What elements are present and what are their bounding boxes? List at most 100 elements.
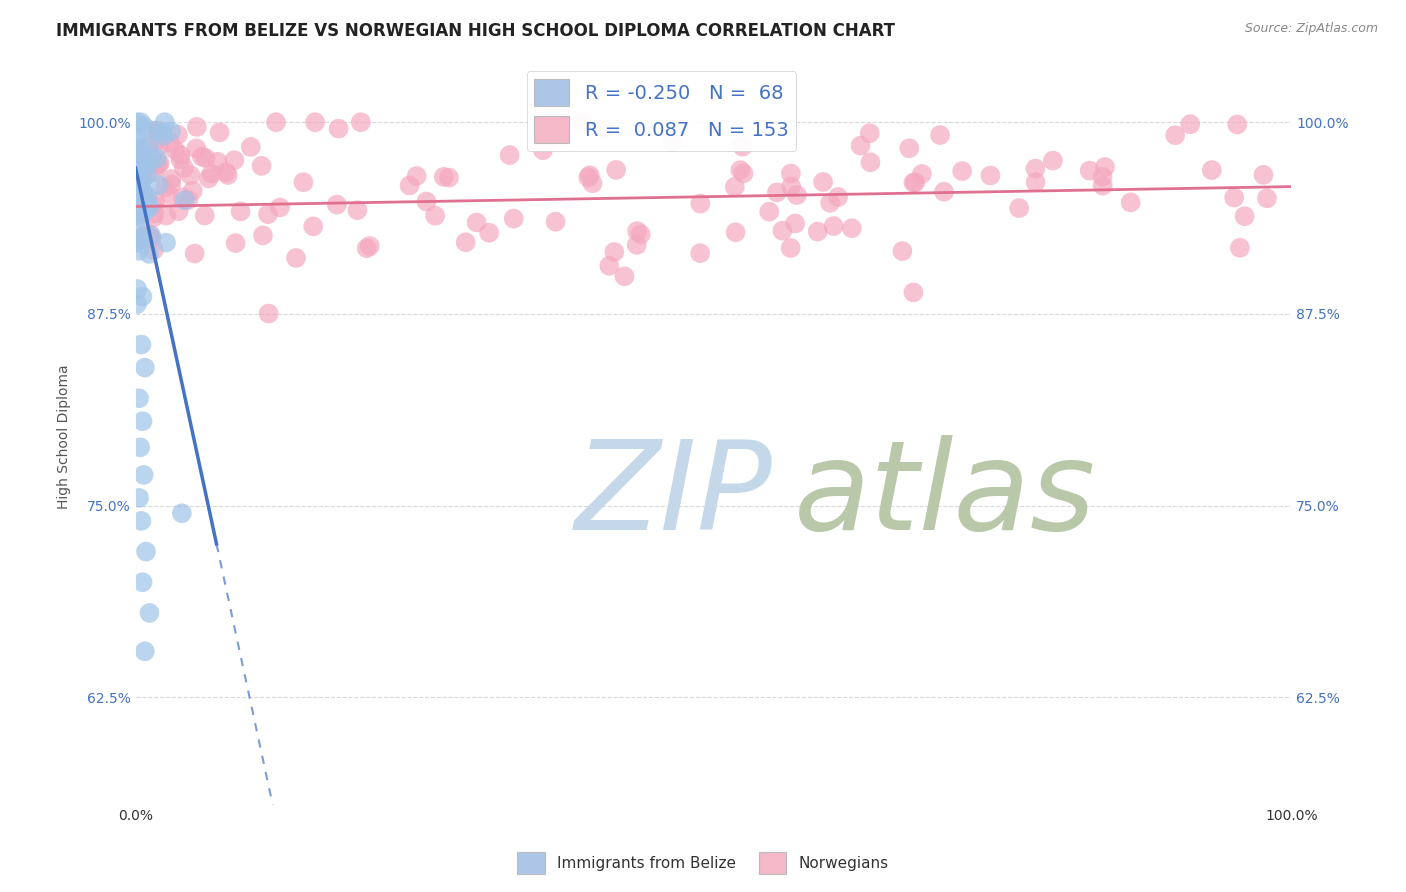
Point xyxy=(191,150,214,164)
Point xyxy=(148,157,170,171)
Point xyxy=(827,190,849,204)
Point xyxy=(598,259,620,273)
Point xyxy=(131,194,153,209)
Point xyxy=(177,193,200,207)
Point xyxy=(613,269,636,284)
Point xyxy=(911,167,934,181)
Point xyxy=(124,221,146,235)
Point xyxy=(1180,117,1202,131)
Point xyxy=(125,297,148,311)
Point xyxy=(415,194,437,209)
Point xyxy=(841,221,863,235)
Point xyxy=(197,171,219,186)
Point xyxy=(1253,168,1275,182)
Point xyxy=(149,138,172,153)
Point xyxy=(167,128,190,142)
Point xyxy=(173,193,195,207)
Point xyxy=(141,228,163,243)
Point xyxy=(138,200,160,214)
Point xyxy=(163,143,186,157)
Point xyxy=(134,196,156,211)
Point xyxy=(581,176,603,190)
Point xyxy=(128,177,150,191)
Point xyxy=(146,124,169,138)
Point xyxy=(160,178,183,192)
Point xyxy=(141,232,163,246)
Point xyxy=(731,139,754,153)
Point xyxy=(135,168,157,182)
Point xyxy=(891,244,914,258)
Point xyxy=(350,115,373,129)
Point xyxy=(128,145,150,159)
Point xyxy=(134,202,156,216)
Point xyxy=(785,217,807,231)
Point xyxy=(131,207,153,221)
Point xyxy=(131,141,153,155)
Point xyxy=(689,196,711,211)
Point xyxy=(132,192,155,206)
Point xyxy=(125,235,148,250)
Point xyxy=(425,209,447,223)
Point xyxy=(129,178,152,192)
Point xyxy=(405,169,427,183)
Point xyxy=(132,161,155,175)
Point xyxy=(1119,195,1142,210)
Point xyxy=(257,207,280,221)
Point xyxy=(605,162,627,177)
Point xyxy=(131,575,153,590)
Point xyxy=(186,120,208,134)
Point xyxy=(603,244,626,259)
Point xyxy=(859,155,882,169)
Point xyxy=(859,126,882,140)
Point xyxy=(138,247,160,261)
Point xyxy=(502,211,524,226)
Point xyxy=(146,152,169,166)
Point xyxy=(766,186,789,200)
Point xyxy=(134,188,156,202)
Point xyxy=(186,141,208,155)
Point xyxy=(689,246,711,260)
Point xyxy=(131,229,153,244)
Point xyxy=(142,198,165,212)
Point xyxy=(142,243,165,257)
Point xyxy=(544,215,567,229)
Point xyxy=(208,125,231,139)
Point xyxy=(169,153,191,167)
Point xyxy=(128,491,150,505)
Point xyxy=(630,227,652,242)
Point xyxy=(1094,160,1116,174)
Point xyxy=(724,225,747,239)
Point xyxy=(1164,128,1187,143)
Point xyxy=(128,391,150,405)
Point xyxy=(437,170,460,185)
Point xyxy=(818,195,841,210)
Point xyxy=(146,123,169,137)
Point xyxy=(898,141,921,155)
Point xyxy=(1008,201,1031,215)
Point xyxy=(131,194,153,208)
Point xyxy=(328,121,350,136)
Point xyxy=(142,123,165,137)
Point xyxy=(127,198,149,212)
Point xyxy=(125,196,148,211)
Point xyxy=(129,178,152,192)
Point xyxy=(129,115,152,129)
Point xyxy=(724,179,747,194)
Point xyxy=(1201,163,1223,178)
Point xyxy=(142,165,165,179)
Point xyxy=(498,148,520,162)
Point xyxy=(129,232,152,246)
Point xyxy=(129,440,152,454)
Point xyxy=(149,156,172,170)
Legend: R = -0.250   N =  68, R =  0.087   N = 153: R = -0.250 N = 68, R = 0.087 N = 153 xyxy=(526,70,796,151)
Point xyxy=(326,197,349,211)
Point xyxy=(129,189,152,203)
Point xyxy=(134,360,156,375)
Legend: Immigrants from Belize, Norwegians: Immigrants from Belize, Norwegians xyxy=(512,846,894,880)
Point xyxy=(346,203,368,218)
Text: ZIP: ZIP xyxy=(575,435,773,556)
Point xyxy=(661,135,683,149)
Point xyxy=(1078,163,1101,178)
Text: Source: ZipAtlas.com: Source: ZipAtlas.com xyxy=(1244,22,1378,36)
Point xyxy=(904,176,927,190)
